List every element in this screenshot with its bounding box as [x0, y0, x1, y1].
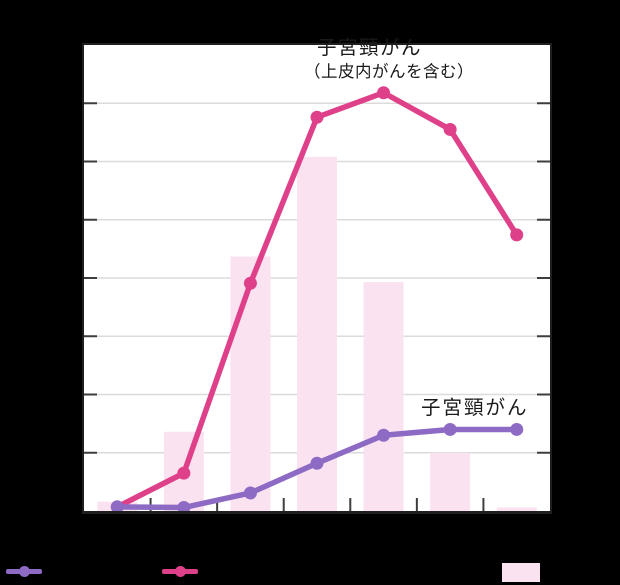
legend-marker-purple-line-dot — [6, 566, 42, 577]
purple-series-label: 子宮頸がん — [421, 397, 529, 419]
legend-swatch-bar-fill — [502, 563, 540, 582]
legend-purple-dot-icon — [18, 566, 30, 577]
legend-marker-pink-line-dot — [162, 566, 198, 577]
legend-pink-dot-icon — [174, 566, 186, 577]
chart-plot-svg — [84, 86, 550, 511]
plot-area — [82, 43, 552, 514]
legend — [0, 560, 620, 585]
pink-series-label-line1: 子宮頸がん — [317, 37, 423, 59]
pink-series-label-line2: （上皮内がんを含む） — [304, 63, 474, 81]
